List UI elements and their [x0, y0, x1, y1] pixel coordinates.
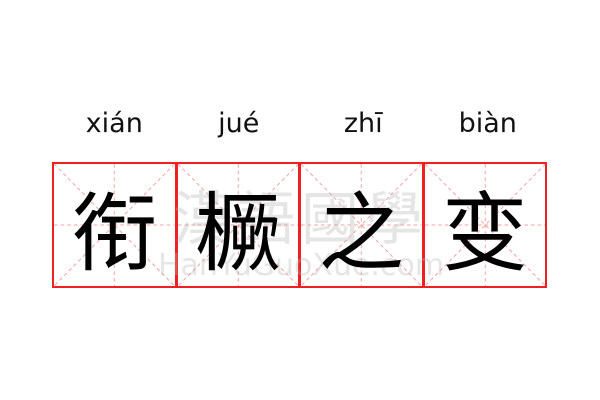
- pinyin-1: xián: [85, 108, 143, 139]
- character-3: 之: [318, 183, 405, 284]
- pinyin-row: xián jué zhī biàn: [52, 108, 550, 139]
- character-cell: 之: [299, 162, 424, 288]
- character-cell: 衔: [52, 162, 177, 288]
- character-cell: 橛: [175, 162, 300, 288]
- character-1: 衔: [71, 183, 158, 284]
- grid-guides: [54, 164, 175, 286]
- grid-guides: [177, 164, 298, 286]
- character-4: 变: [441, 183, 528, 284]
- pinyin-3: zhī: [343, 108, 383, 139]
- character-2: 橛: [194, 183, 281, 284]
- pinyin-4: biàn: [458, 108, 517, 139]
- character-cell: 变: [422, 162, 547, 288]
- character-grid: 衔 橛 之 变: [52, 162, 550, 288]
- grid-guides: [424, 164, 545, 286]
- grid-guides: [301, 164, 422, 286]
- pinyin-2: jué: [218, 108, 260, 139]
